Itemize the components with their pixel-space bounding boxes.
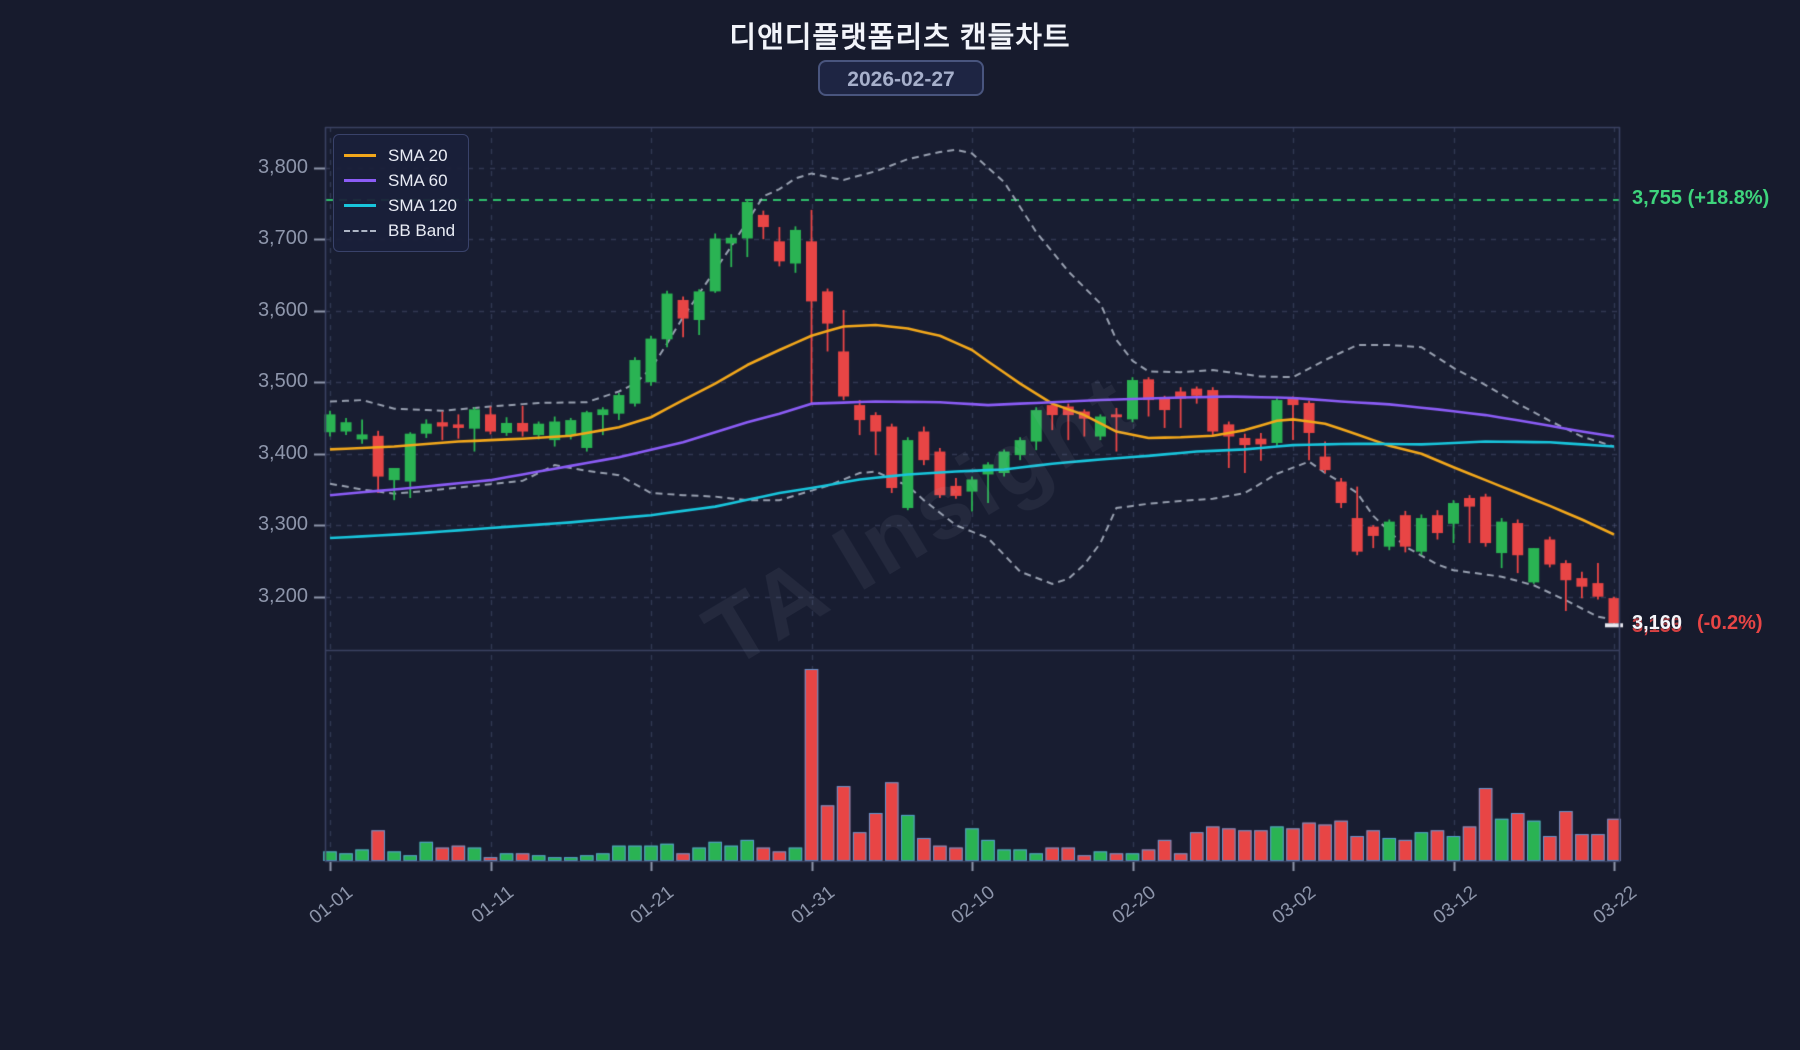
- y-axis-label: 3,200: [257, 584, 308, 607]
- y-axis-label: 3,400: [257, 441, 308, 464]
- legend-label: SMA 20: [388, 145, 448, 165]
- page-title: 디앤디플랫폼리츠 캔들차트: [729, 22, 1071, 54]
- last-price-ghost-annotation: 3,155: [1632, 615, 1683, 638]
- legend-item-bb-band[interactable]: BB Band: [344, 218, 458, 243]
- legend-label: SMA 60: [388, 170, 448, 190]
- y-axis-label: 3,800: [257, 155, 308, 178]
- chart-legend: SMA 20 SMA 60 SMA 120 BB Band: [333, 134, 469, 252]
- y-axis-label: 3,600: [257, 298, 308, 321]
- y-axis-label: 3,500: [257, 370, 308, 393]
- legend-label: SMA 120: [388, 195, 457, 215]
- y-axis-label: 3,700: [257, 227, 308, 250]
- line-swatch-icon: [344, 204, 376, 207]
- legend-label: BB Band: [388, 220, 456, 240]
- line-swatch-icon: [344, 179, 376, 182]
- last-change-annotation: (-0.2%): [1697, 612, 1763, 635]
- legend-item-sma-20[interactable]: SMA 20: [344, 143, 458, 168]
- last-price-annotation: 3,160: [1632, 612, 1683, 635]
- high-price-annotation: 3,755 (+18.8%): [1632, 186, 1770, 209]
- y-axis-label: 3,300: [257, 513, 308, 536]
- dashed-line-swatch-icon: [344, 229, 376, 232]
- legend-item-sma-120[interactable]: SMA 120: [344, 193, 458, 218]
- date-badge: 2026-02-27: [818, 60, 984, 96]
- line-swatch-icon: [344, 154, 376, 157]
- legend-item-sma-60[interactable]: SMA 60: [344, 168, 458, 193]
